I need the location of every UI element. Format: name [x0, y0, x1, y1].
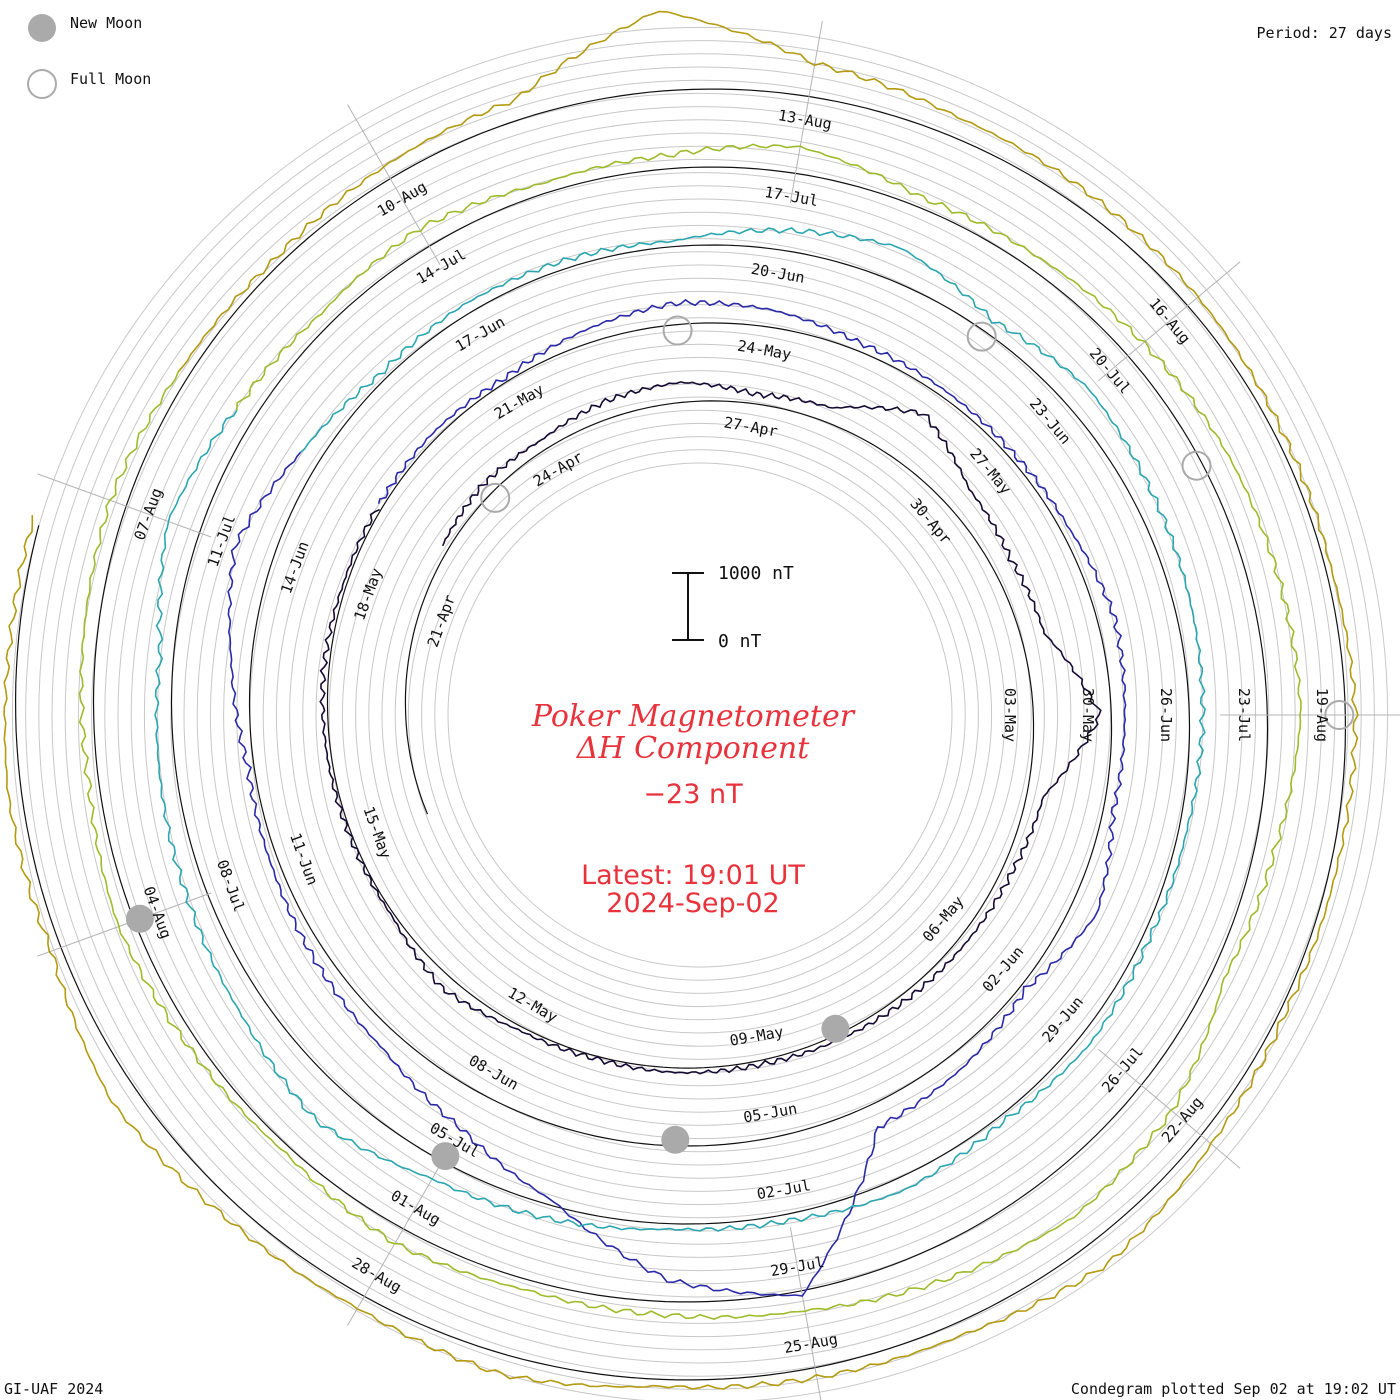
date-tick-label: 08-Jul	[213, 857, 248, 914]
full-moon-marker	[966, 321, 997, 352]
grid-ring	[315, 330, 1085, 1100]
grid-ring	[421, 436, 979, 994]
current-value: −23 nT	[643, 779, 743, 810]
date-tick-label: 30-Apr	[906, 495, 955, 548]
trace-cycle-5	[3, 10, 1359, 1390]
date-tick-label: 17-Jul	[763, 183, 819, 210]
trace-cycle-4	[78, 143, 1302, 1320]
date-tick-label: 21-Apr	[424, 592, 459, 649]
trace-cycle-3	[154, 226, 1206, 1232]
scale-top-label: 1000 nT	[718, 563, 794, 584]
date-tick-label: 16-Aug	[1145, 294, 1194, 347]
grid-ring	[275, 290, 1125, 1140]
date-tick-label: 20-Jun	[750, 260, 806, 287]
grid-ring	[223, 238, 1177, 1192]
chart-title: Poker Magnetometer	[531, 699, 856, 734]
full-moon-legend-label: Full Moon	[70, 70, 151, 88]
day-spoke	[1097, 261, 1241, 382]
moon-markers	[125, 315, 1355, 1171]
date-tick-label: 08-Jun	[466, 1051, 522, 1094]
day-spoke	[789, 20, 823, 203]
full-moon-marker	[662, 315, 693, 346]
date-tick-label: 26-Jun	[1157, 688, 1175, 742]
grid-ring	[341, 356, 1059, 1074]
day-spoke	[37, 473, 212, 538]
grid-ring	[355, 370, 1045, 1060]
day-spoke	[37, 892, 212, 957]
grid-ring	[434, 449, 966, 981]
new-moon-marker	[661, 1125, 690, 1154]
date-tick-label: 11-Jun	[286, 831, 321, 888]
grid-ring	[407, 422, 993, 1008]
date-tick-label: 30-May	[1079, 688, 1097, 742]
grid-ring	[328, 343, 1072, 1087]
day-spokes	[37, 20, 1400, 1400]
grid-ring	[236, 251, 1164, 1179]
new-moon-marker	[431, 1142, 460, 1171]
day-spoke	[789, 1227, 822, 1400]
spiral-baseline	[14, 88, 1347, 1381]
grid-ring	[262, 277, 1138, 1153]
footer-credit: GI-UAF 2024	[4, 1380, 103, 1398]
grid-ring	[289, 304, 1111, 1126]
full-moon-marker	[480, 482, 511, 513]
new-moon-legend-icon	[28, 14, 56, 42]
latest-date: 2024-Sep-02	[606, 888, 779, 919]
new-moon-legend-label: New Moon	[70, 14, 142, 32]
day-spoke	[347, 1165, 441, 1326]
latest-time: Latest: 19:01 UT	[581, 860, 805, 891]
date-tick-label: 02-Jul	[755, 1176, 811, 1203]
date-tick-label: 15-May	[359, 804, 394, 861]
date-tick-label: 28-Aug	[349, 1254, 405, 1297]
date-tick-label: 18-May	[350, 566, 385, 623]
date-tick-label: 09-May	[728, 1023, 784, 1050]
date-tick-label: 27-Apr	[723, 413, 779, 440]
grid-ring	[302, 317, 1098, 1113]
grid-ring	[368, 383, 1032, 1047]
grid-ring	[381, 396, 1019, 1034]
footer-plotted: Condegram plotted Sep 02 at 19:02 UT	[1071, 1380, 1396, 1398]
trace-cycle-2	[227, 298, 1127, 1297]
data-traces	[3, 10, 1359, 1390]
full-moon-marker	[1324, 700, 1355, 730]
day-spoke	[347, 104, 441, 265]
new-moon-marker	[821, 1014, 850, 1043]
day-spoke	[1097, 1048, 1241, 1169]
date-tick-label: 27-May	[966, 445, 1015, 498]
grid-ring	[394, 409, 1006, 1021]
date-tick-label: 29-Jul	[769, 1253, 825, 1280]
period-label: Period: 27 days	[1257, 24, 1392, 42]
full-moon-marker	[1181, 450, 1212, 481]
new-moon-marker	[125, 904, 154, 933]
scale-bottom-label: 0 nT	[718, 631, 762, 652]
trace-cycle-1	[319, 381, 1102, 1075]
date-tick-label: 05-Jun	[742, 1099, 798, 1126]
date-tick-label: 23-Jun	[1026, 395, 1075, 448]
grid-ring	[447, 462, 953, 968]
date-tick-label: 23-Jul	[1235, 688, 1253, 742]
date-tick-label: 20-Jul	[1086, 344, 1135, 397]
full-moon-legend-icon	[27, 69, 57, 99]
chart-subtitle: ΔH Component	[576, 731, 810, 766]
date-tick-label: 19-Aug	[1313, 688, 1331, 742]
date-tick-label: 03-May	[1001, 688, 1019, 742]
